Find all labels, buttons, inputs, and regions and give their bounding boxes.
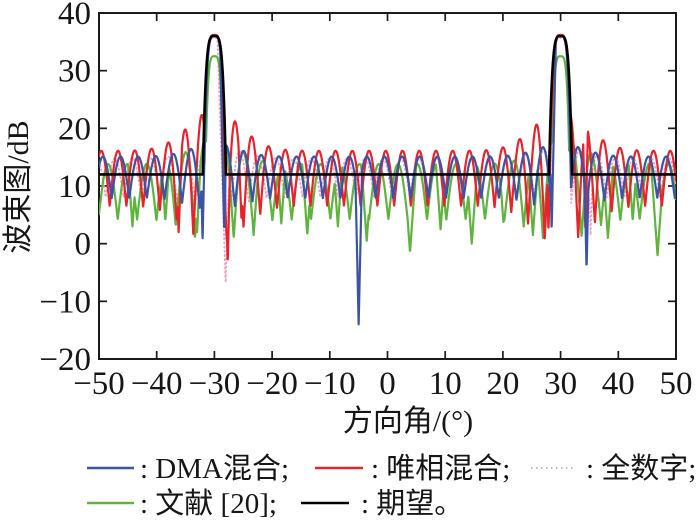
- x-axis-label: 方向角/(°): [343, 405, 473, 438]
- legend: : DMA混合; : 唯相混合; : 全数字; : 文献 [20]; : 期望。: [87, 452, 696, 520]
- series-desired-mask: [99, 34, 676, 176]
- y-tick-label: 30: [58, 54, 91, 90]
- legend-label-phase-only-hybrid: : 唯相混合;: [371, 452, 510, 485]
- x-tick-label: 20: [486, 366, 519, 402]
- x-tick-label: −30: [189, 366, 241, 402]
- x-tick-label: −40: [131, 366, 183, 402]
- y-tick-label: 10: [58, 169, 91, 205]
- y-tick-label: 40: [58, 0, 91, 32]
- y-tick-label: 20: [58, 111, 91, 147]
- x-tick-label: −10: [304, 366, 356, 402]
- x-tick-label: 10: [429, 366, 462, 402]
- x-tick-label: 30: [544, 366, 577, 402]
- x-tick-label: −20: [246, 366, 298, 402]
- curve-area: [99, 33, 676, 326]
- series-weixiang: [99, 33, 676, 261]
- legend-label-dma-hybrid: : DMA混合;: [140, 452, 289, 485]
- legend-label-reference-20: : 文献 [20];: [140, 487, 277, 520]
- series-dma: [99, 34, 676, 326]
- x-tick-labels: −50 −40 −30 −20 −10 0 10 20 30 40 50: [73, 366, 692, 402]
- legend-label-fully-digital: : 全数字;: [586, 452, 696, 485]
- y-axis-label: 波束图/dB: [2, 120, 35, 253]
- y-tick-label: −20: [39, 342, 91, 378]
- axis-ticks: [98, 12, 677, 360]
- x-tick-label: 50: [660, 366, 693, 402]
- legend-label-desired: : 期望。: [361, 487, 463, 520]
- x-tick-label: −50: [73, 366, 125, 402]
- x-tick-label: 40: [602, 366, 635, 402]
- y-tick-label: −10: [39, 284, 91, 320]
- y-tick-label: 0: [75, 227, 92, 263]
- x-tick-label: 0: [379, 366, 396, 402]
- y-tick-labels: −20 −10 0 10 20 30 40: [39, 0, 91, 378]
